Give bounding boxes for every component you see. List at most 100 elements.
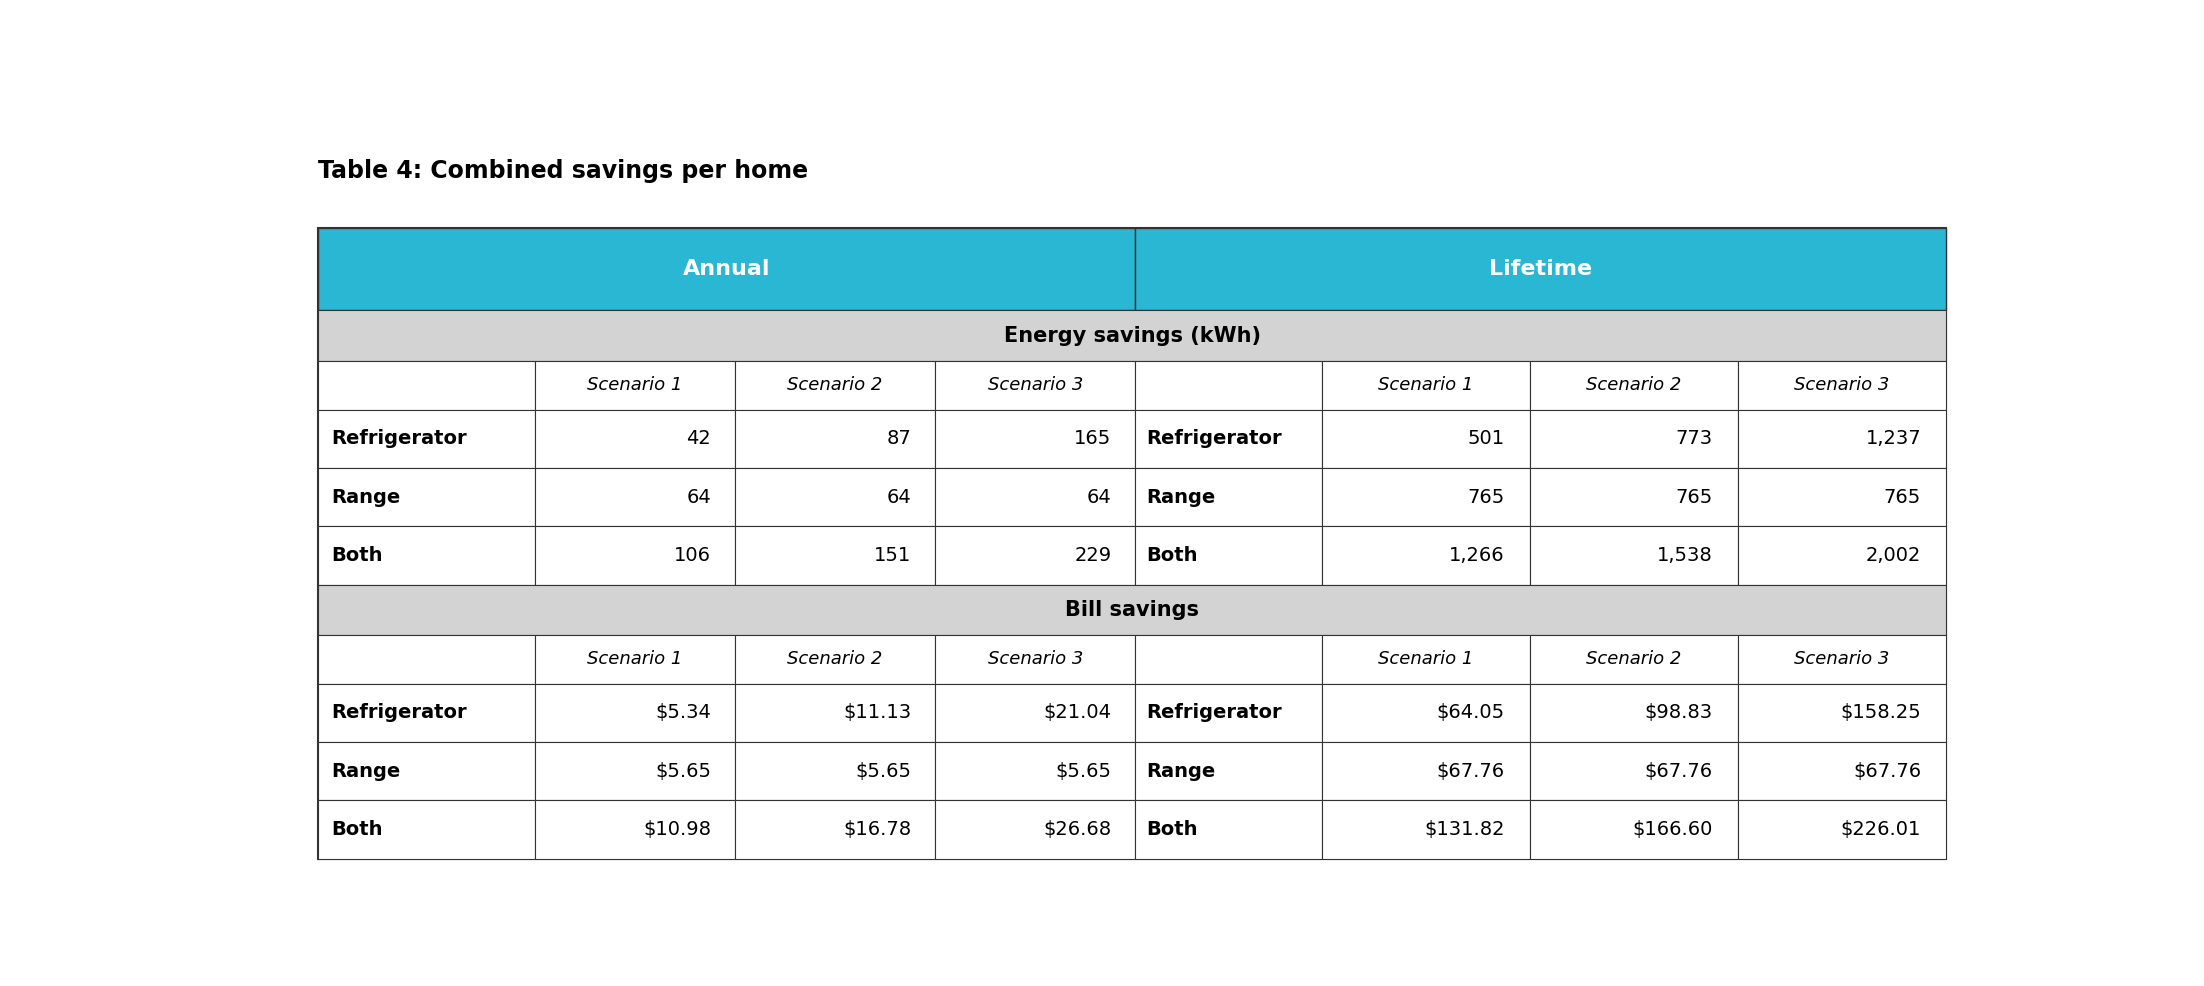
Text: Scenario 2: Scenario 2 bbox=[1587, 651, 1682, 669]
Text: Both: Both bbox=[331, 546, 383, 565]
Bar bbox=[317, 311, 1946, 361]
Bar bbox=[536, 527, 734, 585]
Text: 1,538: 1,538 bbox=[1657, 546, 1713, 565]
Bar bbox=[1135, 683, 1322, 742]
Bar bbox=[536, 801, 734, 859]
Bar bbox=[317, 585, 1946, 635]
Bar bbox=[317, 361, 536, 410]
Bar bbox=[1135, 468, 1322, 527]
Bar bbox=[1135, 527, 1322, 585]
Text: Scenario 3: Scenario 3 bbox=[1794, 651, 1889, 669]
Text: Range: Range bbox=[331, 761, 401, 781]
Bar bbox=[1739, 635, 1946, 683]
Text: Scenario 2: Scenario 2 bbox=[787, 651, 884, 669]
Bar bbox=[317, 635, 536, 683]
Text: Both: Both bbox=[331, 820, 383, 839]
Text: Table 4: Combined savings per home: Table 4: Combined savings per home bbox=[317, 159, 809, 183]
Bar bbox=[1530, 468, 1739, 527]
Bar bbox=[317, 468, 536, 527]
Bar bbox=[1135, 801, 1322, 859]
Bar bbox=[934, 410, 1135, 468]
Text: $16.78: $16.78 bbox=[842, 820, 910, 839]
Text: Range: Range bbox=[1146, 488, 1217, 507]
Bar bbox=[317, 801, 536, 859]
Text: $131.82: $131.82 bbox=[1424, 820, 1505, 839]
Text: 2,002: 2,002 bbox=[1865, 546, 1922, 565]
Bar bbox=[1739, 683, 1946, 742]
Text: Refrigerator: Refrigerator bbox=[1146, 703, 1283, 723]
Bar bbox=[1530, 801, 1739, 859]
Bar bbox=[536, 742, 734, 801]
Bar bbox=[536, 635, 734, 683]
Text: $226.01: $226.01 bbox=[1840, 820, 1922, 839]
Text: Refrigerator: Refrigerator bbox=[331, 703, 467, 723]
Bar bbox=[1322, 527, 1530, 585]
Text: Scenario 3: Scenario 3 bbox=[1794, 377, 1889, 394]
Text: Energy savings (kWh): Energy savings (kWh) bbox=[1003, 325, 1261, 346]
Text: $166.60: $166.60 bbox=[1633, 820, 1713, 839]
Text: $5.65: $5.65 bbox=[1056, 761, 1111, 781]
Bar bbox=[536, 683, 734, 742]
Bar bbox=[934, 683, 1135, 742]
Text: 765: 765 bbox=[1675, 488, 1713, 507]
Bar bbox=[1322, 410, 1530, 468]
Bar bbox=[536, 468, 734, 527]
Text: Both: Both bbox=[1146, 820, 1199, 839]
Text: $26.68: $26.68 bbox=[1042, 820, 1111, 839]
Text: Both: Both bbox=[1146, 546, 1199, 565]
Text: $5.34: $5.34 bbox=[655, 703, 712, 723]
Text: $64.05: $64.05 bbox=[1437, 703, 1505, 723]
Bar bbox=[1322, 635, 1530, 683]
Bar bbox=[1322, 683, 1530, 742]
Bar bbox=[734, 361, 934, 410]
Bar bbox=[734, 410, 934, 468]
Bar bbox=[536, 410, 734, 468]
Text: $10.98: $10.98 bbox=[644, 820, 712, 839]
Text: $5.65: $5.65 bbox=[655, 761, 712, 781]
Bar bbox=[317, 683, 536, 742]
Text: $67.76: $67.76 bbox=[1437, 761, 1505, 781]
Bar bbox=[1530, 683, 1739, 742]
Bar bbox=[934, 635, 1135, 683]
Bar bbox=[1322, 742, 1530, 801]
Bar bbox=[1530, 527, 1739, 585]
Text: 165: 165 bbox=[1073, 429, 1111, 449]
Bar bbox=[1739, 742, 1946, 801]
Text: $158.25: $158.25 bbox=[1840, 703, 1922, 723]
Bar bbox=[1530, 742, 1739, 801]
Text: 64: 64 bbox=[886, 488, 910, 507]
Bar bbox=[1739, 410, 1946, 468]
Bar bbox=[1135, 361, 1322, 410]
Bar bbox=[934, 468, 1135, 527]
Bar bbox=[734, 742, 934, 801]
Bar bbox=[734, 468, 934, 527]
Text: Annual: Annual bbox=[683, 259, 771, 279]
Text: Range: Range bbox=[1146, 761, 1217, 781]
Text: 64: 64 bbox=[685, 488, 712, 507]
Bar bbox=[934, 742, 1135, 801]
Text: Scenario 1: Scenario 1 bbox=[586, 377, 683, 394]
Text: Scenario 1: Scenario 1 bbox=[1378, 651, 1474, 669]
Text: Scenario 2: Scenario 2 bbox=[1587, 377, 1682, 394]
Text: $5.65: $5.65 bbox=[855, 761, 910, 781]
Text: 765: 765 bbox=[1884, 488, 1922, 507]
Bar bbox=[1739, 468, 1946, 527]
Bar bbox=[1739, 361, 1946, 410]
Bar bbox=[734, 801, 934, 859]
Bar bbox=[734, 527, 934, 585]
Text: 773: 773 bbox=[1675, 429, 1713, 449]
Bar bbox=[536, 361, 734, 410]
Text: Refrigerator: Refrigerator bbox=[1146, 429, 1283, 449]
Text: 229: 229 bbox=[1073, 546, 1111, 565]
Text: Scenario 3: Scenario 3 bbox=[987, 651, 1082, 669]
Text: $67.76: $67.76 bbox=[1644, 761, 1713, 781]
Bar bbox=[1739, 527, 1946, 585]
Bar bbox=[1322, 801, 1530, 859]
Bar bbox=[1530, 635, 1739, 683]
Bar bbox=[1739, 801, 1946, 859]
Bar bbox=[317, 742, 536, 801]
Text: 765: 765 bbox=[1468, 488, 1505, 507]
Text: 151: 151 bbox=[875, 546, 910, 565]
Bar bbox=[1322, 361, 1530, 410]
Bar bbox=[317, 410, 536, 468]
